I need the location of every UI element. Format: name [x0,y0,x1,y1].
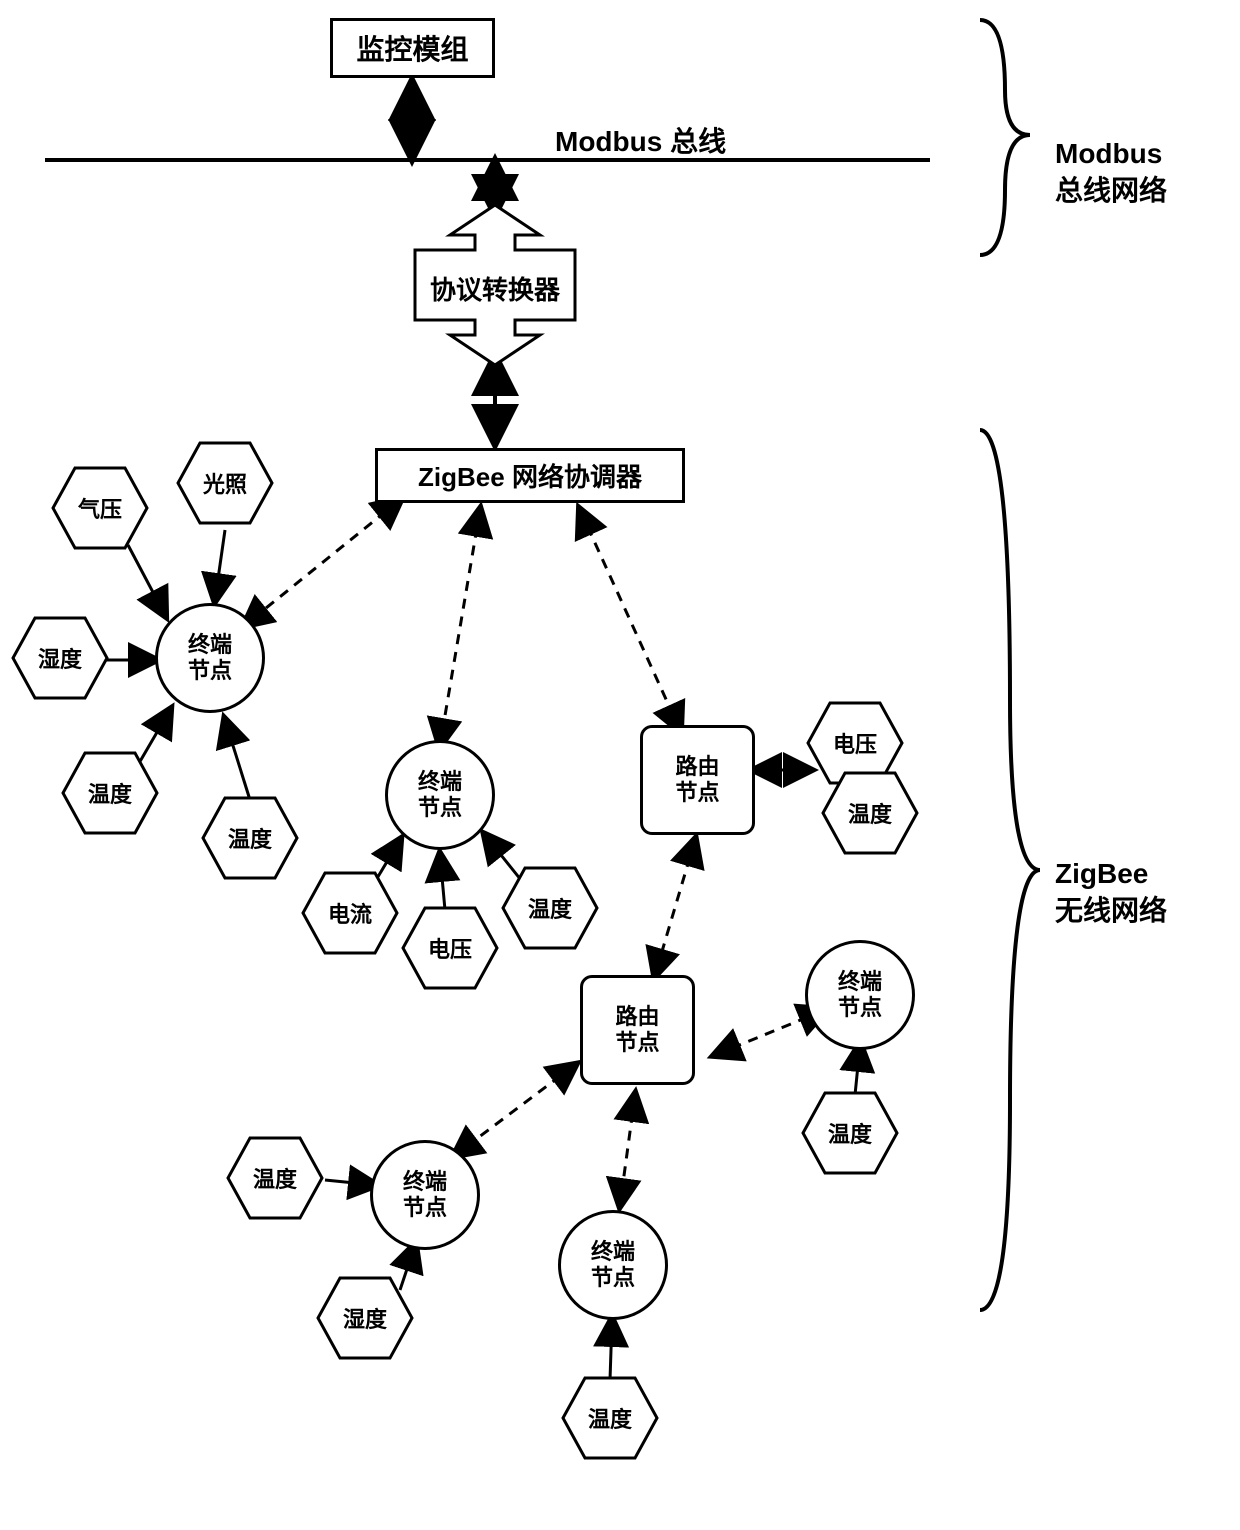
terminal-node-2: 终端 节点 [385,740,495,850]
hex-light: 光照 [175,440,275,526]
terminal-node-1: 终端 节点 [155,603,265,713]
hex-temp-1a: 温度 [60,750,160,836]
zigbee-section-label: ZigBee 无线网络 [1055,820,1167,929]
protocol-converter: 协议转换器 [400,205,590,365]
hex-temp-5: 温度 [560,1375,660,1461]
hex-current: 电流 [300,870,400,956]
hex-temp-r1: 温度 [820,770,920,856]
modbus-bus-label: Modbus 总线 [555,120,726,160]
router-node-2: 路由 节点 [580,975,695,1085]
hex-pressure: 气压 [50,465,150,551]
zigbee-coordinator-box: ZigBee 网络协调器 [375,448,685,503]
router-node-1: 路由 节点 [640,725,755,835]
modbus-section-label: Modbus 总线网络 [1055,100,1167,209]
hex-temp-2: 温度 [500,865,600,951]
hex-humidity-1: 湿度 [10,615,110,701]
hex-voltage-1: 电压 [400,905,500,991]
monitor-module-label: 监控模组 [356,28,468,68]
hex-temp-4: 温度 [225,1135,325,1221]
hex-humidity-4: 湿度 [315,1275,415,1361]
terminal-node-4: 终端 节点 [370,1140,480,1250]
hex-temp-3: 温度 [800,1090,900,1176]
terminal-node-5: 终端 节点 [558,1210,668,1320]
converter-label: 协议转换器 [400,270,590,307]
terminal-node-3: 终端 节点 [805,940,915,1050]
coordinator-label: ZigBee 网络协调器 [418,457,642,494]
hex-temp-1b: 温度 [200,795,300,881]
monitor-module-box: 监控模组 [330,18,495,78]
